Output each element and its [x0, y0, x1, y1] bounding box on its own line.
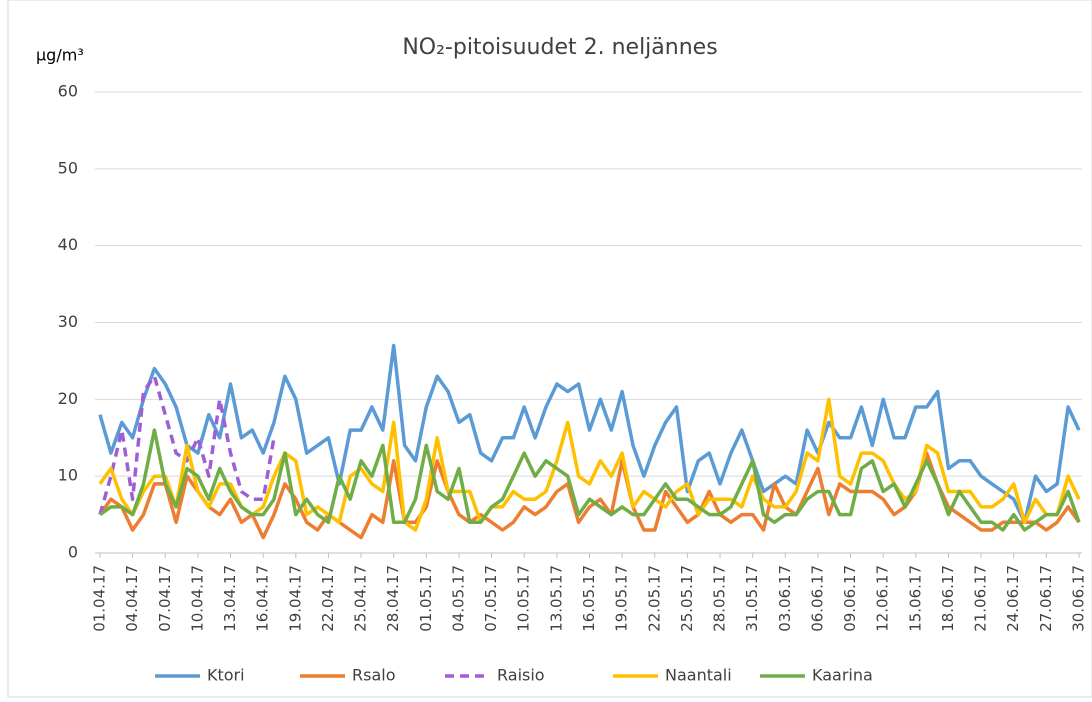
series-line	[98, 397, 1081, 532]
legend-label: Rsalo	[352, 666, 396, 685]
x-tick-label: 07.04.17	[156, 565, 174, 632]
x-tick-label: 13.05.17	[547, 565, 565, 632]
x-tick-label: 27.06.17	[1037, 565, 1055, 632]
x-tick-label: 18.06.17	[939, 565, 957, 632]
y-tick-label: 10	[58, 466, 78, 485]
legend-label: Kaarina	[812, 666, 873, 685]
x-tick-label: 04.04.17	[123, 565, 141, 632]
x-tick-label: 25.05.17	[678, 565, 696, 632]
x-tick-label: 07.05.17	[482, 565, 500, 632]
series-line	[98, 343, 1081, 525]
x-tick-label: 13.04.17	[221, 565, 239, 632]
x-tick-label: 22.04.17	[319, 565, 337, 632]
x-tick-label: 10.04.17	[188, 565, 206, 632]
x-tick-label: 12.06.17	[874, 565, 892, 632]
x-tick-label: 15.06.17	[906, 565, 924, 632]
y-tick-label: 50	[58, 158, 78, 177]
x-tick-label: 06.06.17	[808, 565, 826, 632]
x-tick-label: 01.04.17	[91, 565, 109, 632]
x-tick-label: 09.06.17	[841, 565, 859, 632]
legend-label: Naantali	[665, 666, 732, 685]
y-tick-label: 20	[58, 389, 78, 408]
x-tick-label: 04.05.17	[449, 565, 467, 632]
x-tick-label: 21.06.17	[972, 565, 990, 632]
x-tick-label: 01.05.17	[417, 565, 435, 632]
x-tick-label: 19.05.17	[613, 565, 631, 632]
legend-label: Raisio	[497, 666, 545, 685]
x-tick-label: 10.05.17	[515, 565, 533, 632]
series-line	[98, 374, 276, 516]
x-tick-label: 03.06.17	[776, 565, 794, 632]
x-tick-label: 28.04.17	[384, 565, 402, 632]
x-tick-label: 31.05.17	[743, 565, 761, 632]
chart-title: NO₂-pitoisuudet 2. neljännes	[402, 35, 717, 60]
legend-label: Ktori	[207, 666, 245, 685]
x-tick-label: 30.06.17	[1070, 565, 1088, 632]
chart-frame	[7, 0, 1092, 698]
x-tick-label: 19.04.17	[286, 565, 304, 632]
y-axis-label: µg/m³	[36, 46, 84, 65]
x-tick-label: 28.05.17	[711, 565, 729, 632]
x-tick-label: 22.05.17	[645, 565, 663, 632]
y-tick-label: 60	[58, 82, 78, 101]
x-tick-label: 24.06.17	[1004, 565, 1022, 632]
x-tick-label: 25.04.17	[352, 565, 370, 632]
series-line	[98, 428, 1081, 532]
x-tick-label: 16.04.17	[254, 565, 272, 632]
y-tick-label: 40	[58, 235, 78, 254]
y-tick-label: 30	[58, 312, 78, 331]
x-tick-label: 16.05.17	[580, 565, 598, 632]
y-tick-label: 0	[68, 543, 78, 562]
